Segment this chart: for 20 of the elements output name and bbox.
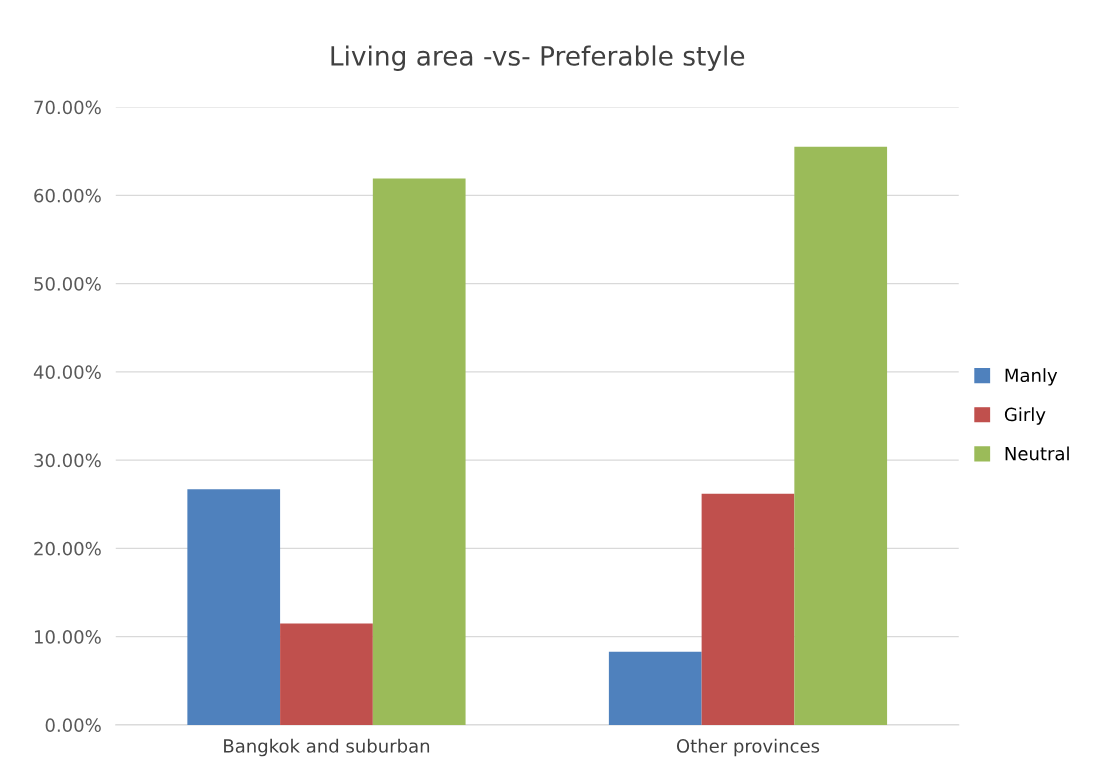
bar bbox=[608, 651, 702, 725]
y-tick-label: 0.00% bbox=[45, 718, 101, 733]
y-tick-label: 20.00% bbox=[34, 541, 101, 556]
x-tick-label: Bangkok and suburban bbox=[224, 738, 430, 757]
legend-label: Girly bbox=[1004, 407, 1046, 425]
legend-label: Manly bbox=[1005, 368, 1058, 386]
y-tick-label: 50.00% bbox=[34, 277, 101, 291]
chart-title: Living area -vs- Preferable style bbox=[331, 45, 745, 71]
bar bbox=[701, 493, 795, 725]
bar bbox=[280, 623, 373, 725]
y-tick-label: 40.00% bbox=[33, 365, 101, 380]
bar bbox=[372, 178, 466, 725]
y-tick-label: 60.00% bbox=[34, 188, 101, 203]
bar bbox=[794, 146, 888, 725]
y-tick-label: 30.00% bbox=[34, 453, 101, 468]
legend-label: Neutral bbox=[1005, 446, 1069, 461]
x-tick-label: Other provinces bbox=[676, 738, 820, 757]
bar bbox=[187, 489, 281, 725]
y-tick-label: 70.00% bbox=[34, 100, 101, 115]
y-tick-label: 10.00% bbox=[34, 630, 101, 644]
